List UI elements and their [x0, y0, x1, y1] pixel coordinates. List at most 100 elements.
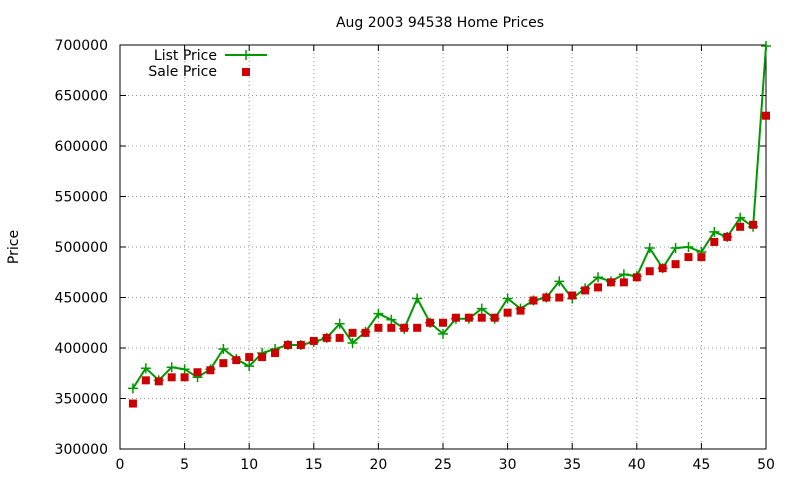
sale-price-point — [206, 366, 215, 375]
x-tick-label: 10 — [240, 457, 258, 473]
sale-price-point — [736, 222, 745, 231]
legend-label-list-price: List Price — [154, 48, 217, 64]
sale-price-point — [529, 296, 538, 305]
sale-price-point — [128, 399, 137, 408]
sale-price-point — [490, 313, 499, 322]
list-price-point — [476, 303, 487, 314]
sale-price-point — [503, 308, 512, 317]
x-tick-label: 30 — [499, 457, 517, 473]
list-price-point — [127, 383, 138, 394]
sale-price-point — [697, 253, 706, 262]
legend-swatch-sale-price — [242, 68, 250, 76]
y-tick-label: 650000 — [55, 89, 108, 105]
list-price-point — [644, 243, 655, 254]
sale-price-point — [232, 356, 241, 365]
sale-price-point — [516, 306, 525, 315]
x-tick-label: 0 — [116, 457, 125, 473]
x-tick-label: 25 — [434, 457, 452, 473]
sale-price-point — [141, 376, 150, 385]
y-tick-label: 500000 — [55, 240, 108, 256]
sale-price-point — [258, 353, 267, 362]
y-tick-label: 350000 — [55, 392, 108, 408]
list-price-point — [554, 276, 565, 287]
x-tick-label: 50 — [757, 457, 775, 473]
sale-price-point — [723, 232, 732, 241]
sale-price-point — [154, 377, 163, 386]
sale-price-point — [749, 220, 758, 229]
x-tick-label: 35 — [563, 457, 581, 473]
list-price-point — [334, 318, 345, 329]
sale-price-point — [542, 293, 551, 302]
sale-price-point — [762, 111, 770, 120]
series-list-price — [127, 41, 771, 394]
list-price-point — [347, 337, 358, 348]
list-price-point — [438, 328, 448, 339]
sale-price-point — [193, 368, 202, 377]
sale-price-point — [309, 336, 318, 345]
sale-price-point — [439, 318, 447, 327]
x-tick-label: 5 — [180, 457, 189, 473]
sale-price-point — [594, 283, 603, 292]
list-price-point — [593, 272, 604, 283]
sale-price-point — [361, 328, 370, 337]
list-price-point — [683, 242, 694, 252]
y-tick-label: 600000 — [55, 139, 108, 155]
x-tick-label: 40 — [628, 457, 646, 473]
sale-price-point — [348, 328, 357, 337]
sale-price-point — [426, 318, 435, 327]
x-tick-label: 20 — [369, 457, 387, 473]
sale-price-point — [606, 278, 615, 287]
sale-price-point — [400, 323, 409, 332]
sale-price-point — [710, 237, 719, 246]
grid-lines — [120, 45, 766, 449]
sale-price-point — [451, 313, 460, 322]
sale-price-point — [245, 353, 254, 362]
sale-price-point — [322, 333, 331, 342]
sale-price-point — [464, 313, 473, 322]
legend-label-sale-price: Sale Price — [148, 64, 217, 80]
sale-price-point — [167, 373, 176, 382]
list-price-point — [735, 212, 746, 223]
list-price-point — [179, 364, 190, 375]
list-price-point — [244, 361, 255, 372]
sale-price-point — [658, 264, 667, 273]
y-tick-labels: 300000 350000 400000 450000 500000 550000 6000… — [55, 38, 108, 458]
sale-price-point — [413, 323, 422, 332]
sale-price-point — [645, 267, 654, 276]
y-axis-label: Price — [6, 230, 22, 264]
legend: List Price Sale Price — [148, 48, 267, 80]
legend-swatch-list-price-marker — [241, 50, 251, 60]
sale-price-point — [581, 286, 590, 295]
sale-price-point — [335, 333, 344, 342]
sale-price-point — [555, 293, 564, 302]
y-tick-label: 700000 — [55, 38, 108, 54]
x-tick-labels: 0 5 10 15 20 25 30 35 40 45 50 — [116, 457, 775, 473]
y-tick-label: 300000 — [55, 442, 108, 458]
sale-price-point — [180, 373, 189, 382]
sale-price-point — [619, 278, 628, 287]
y-tick-label: 550000 — [55, 190, 108, 206]
list-price-point — [502, 293, 513, 304]
list-price-point — [618, 269, 629, 280]
y-tick-label: 450000 — [55, 291, 108, 307]
list-price-point — [166, 362, 177, 373]
list-price-line — [132, 45, 767, 389]
sale-price-point — [671, 260, 680, 269]
y-tick-label: 400000 — [55, 341, 108, 357]
sale-price-point — [684, 253, 693, 262]
sale-price-point — [219, 359, 228, 368]
sale-price-point — [568, 291, 577, 300]
axis-ticks — [119, 44, 767, 450]
sale-price-point — [283, 340, 292, 349]
series-sale-price — [128, 111, 770, 408]
list-price-point — [386, 314, 397, 325]
sale-price-point — [296, 340, 305, 349]
sale-price-point — [374, 323, 383, 332]
sale-price-point — [387, 323, 396, 332]
list-price-point — [412, 293, 423, 304]
list-price-point — [140, 363, 151, 374]
list-price-point — [218, 344, 229, 355]
x-tick-label: 45 — [692, 457, 710, 473]
list-price-point — [373, 308, 384, 319]
